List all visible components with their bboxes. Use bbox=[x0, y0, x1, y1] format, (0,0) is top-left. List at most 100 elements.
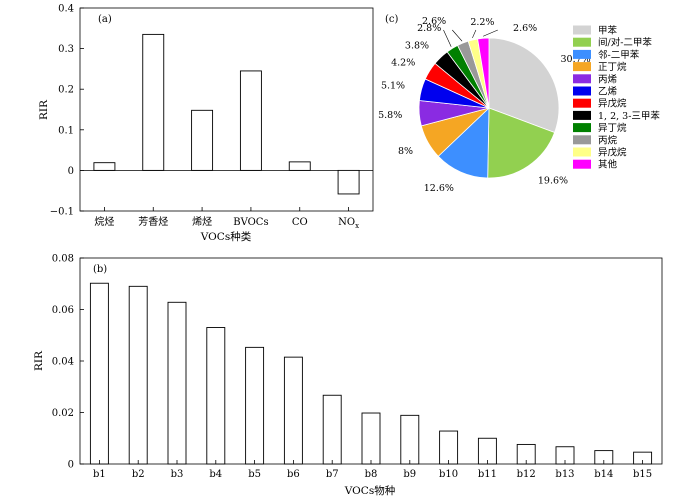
panel-b-bar bbox=[89, 282, 109, 465]
panel-b-x-tick-label: b11 bbox=[478, 469, 497, 480]
panel-b-x-tick-label: b9 bbox=[403, 469, 416, 480]
panel-b-y-tick-label: 0.08 bbox=[52, 254, 74, 265]
panel-b-y-tick-label: 0.06 bbox=[52, 305, 74, 316]
panel-a-bars bbox=[93, 33, 360, 195]
legend-label: 正丁烷 bbox=[598, 61, 627, 73]
legend-label: 异丁烷 bbox=[598, 122, 627, 134]
panel-a-bar bbox=[288, 161, 311, 171]
panel-a-x-tick-label: 芳香烃 bbox=[138, 215, 168, 228]
panel-b-y-ticks: 0 0.02 0.04 0.06 0.08 bbox=[52, 254, 84, 471]
pie-percent-label: 2.2% bbox=[470, 17, 494, 28]
legend-swatch bbox=[573, 135, 591, 145]
legend-swatch bbox=[573, 123, 591, 133]
panel-b-x-tick-label: b5 bbox=[248, 469, 261, 480]
panel-a-y-tick-label: 0 bbox=[68, 166, 74, 177]
panel-b-x-tick-label: b2 bbox=[132, 469, 145, 480]
panel-a-x-tick-label: CO bbox=[292, 217, 308, 228]
panel-b-x-tick-label: b4 bbox=[209, 469, 222, 480]
panel-b-x-tick-label: b6 bbox=[287, 469, 300, 480]
panel-a-y-tick-label: −0.1 bbox=[50, 207, 74, 218]
panel-a-bar bbox=[239, 70, 262, 171]
panel-b-y-tick-label: 0 bbox=[68, 460, 74, 471]
legend-swatch bbox=[573, 49, 591, 59]
pie-percent-label: 8% bbox=[398, 146, 413, 157]
panel-b-bar bbox=[206, 327, 226, 465]
panel-a-x-tick-label: 烷烃 bbox=[94, 215, 114, 228]
panel-c-pie-chart: (c) 30.7% 19.6% 12.6% 8% 5.8% 5.1% 4.2% 3.8% 2.8… bbox=[378, 14, 660, 194]
panel-a-x-tick-label: BVOCs bbox=[233, 217, 268, 228]
pie-leader-line bbox=[443, 29, 452, 47]
pie-percent-label: 3.8% bbox=[405, 40, 429, 51]
panel-a-bar bbox=[191, 109, 214, 171]
panel-c-label: (c) bbox=[385, 14, 399, 25]
panel-b-x-tick-label: b10 bbox=[439, 469, 458, 480]
pie-percent-label: 2.8% bbox=[417, 23, 441, 34]
panel-a-x-ticks: 烷烃 芳香烃 烯烃 BVOCs CO NOx bbox=[94, 207, 359, 230]
pie-percent-label: 30.7% bbox=[560, 54, 590, 65]
legend-swatch bbox=[573, 86, 591, 96]
legend-label: 丙烯 bbox=[598, 73, 618, 85]
panel-b-label: (b) bbox=[93, 264, 107, 275]
panel-a-x-tick-label: 烯烃 bbox=[192, 215, 212, 228]
legend-label: 乙烯 bbox=[598, 86, 618, 98]
legend-swatch bbox=[573, 159, 591, 169]
legend-label: 丙烷 bbox=[598, 134, 618, 146]
legend-label: 甲苯 bbox=[598, 25, 618, 37]
panel-b-x-tick-label: b7 bbox=[326, 469, 339, 480]
pie-leader-line bbox=[472, 29, 477, 39]
panel-a-label: (a) bbox=[98, 14, 112, 25]
legend-swatch bbox=[573, 147, 591, 157]
legend-label: 异戊烷 bbox=[598, 98, 627, 110]
panel-a-x-axis-label: VOCs种类 bbox=[200, 230, 252, 243]
panel-b-y-tick-label: 0.04 bbox=[52, 357, 74, 368]
pie-percent-label: 5.8% bbox=[378, 110, 402, 121]
panel-b-x-tick-label: b13 bbox=[555, 469, 574, 480]
legend-label: 间/对-二甲苯 bbox=[598, 37, 652, 49]
pie-percent-label: 12.6% bbox=[424, 183, 454, 194]
panel-b-x-tick-label: b14 bbox=[594, 469, 613, 480]
panel-b-bar bbox=[245, 346, 265, 465]
pie-percent-label: 4.2% bbox=[391, 57, 415, 68]
panel-b-y-tick-label: 0.02 bbox=[52, 408, 74, 419]
panel-b-x-tick-label: b12 bbox=[517, 469, 536, 480]
panel-a-y-ticks: −0.1 0 0.1 0.2 0.3 0.4 bbox=[50, 4, 373, 218]
panel-a-bar bbox=[337, 169, 360, 195]
pie-leader-line bbox=[483, 29, 498, 37]
legend-label: 1, 2, 3-三甲苯 bbox=[598, 110, 660, 122]
panel-b-y-axis-label: RIR bbox=[33, 350, 45, 371]
panel-a-bar bbox=[93, 162, 116, 171]
panel-a-bar bbox=[142, 33, 165, 171]
pie-percent-label: 19.6% bbox=[538, 175, 568, 186]
pie-percent-labels: 30.7%19.6%12.6%8%5.8%5.1%4.2%3.8%2.8%2.6… bbox=[378, 16, 591, 194]
panel-b-x-axis-label: VOCs物种 bbox=[344, 484, 395, 497]
panel-a-y-tick-label: 0.1 bbox=[58, 125, 74, 136]
panel-b-bar bbox=[128, 285, 148, 465]
legend-label: 其他 bbox=[598, 159, 618, 171]
legend-label: 异戊烷 bbox=[598, 147, 627, 159]
panel-a-frame bbox=[79, 7, 374, 212]
panel-b-bar bbox=[167, 301, 187, 465]
panel-a-y-tick-label: 0.3 bbox=[58, 44, 74, 55]
panel-b-x-ticks: b1 b2 b3 b4 b5 b6 b7 b8 b9 b10 b11 b12 b13 b14 b15 bbox=[93, 460, 652, 480]
panel-a-y-tick-label: 0.2 bbox=[58, 85, 74, 96]
pie-percent-label: 5.1% bbox=[381, 81, 405, 92]
panel-b-bar bbox=[322, 394, 342, 465]
panel-b-x-tick-label: b15 bbox=[633, 469, 652, 480]
legend-swatch bbox=[573, 37, 591, 47]
legend-swatch bbox=[573, 98, 591, 108]
panel-b-bar bbox=[400, 414, 420, 465]
legend-label: 邻-二甲苯 bbox=[598, 49, 640, 61]
panel-a-y-axis-label: RIR bbox=[38, 99, 50, 120]
panel-b-x-tick-label: b1 bbox=[93, 469, 106, 480]
panel-b-bar bbox=[283, 356, 303, 465]
pie-slice bbox=[477, 37, 490, 109]
legend-swatch bbox=[573, 74, 591, 84]
pie-slices bbox=[418, 37, 560, 179]
panel-b-bar bbox=[439, 430, 459, 465]
legend-swatch bbox=[573, 25, 591, 35]
panel-a-bar-chart: (a) RIR VOCs种类 −0.1 0 0.1 0.2 0.3 0.4 烷烃 芳香烃 烯烃… bbox=[38, 4, 374, 243]
panel-a-x-tick-label: NOx bbox=[338, 217, 359, 230]
pie-slice bbox=[488, 37, 560, 134]
legend-swatch bbox=[573, 62, 591, 72]
